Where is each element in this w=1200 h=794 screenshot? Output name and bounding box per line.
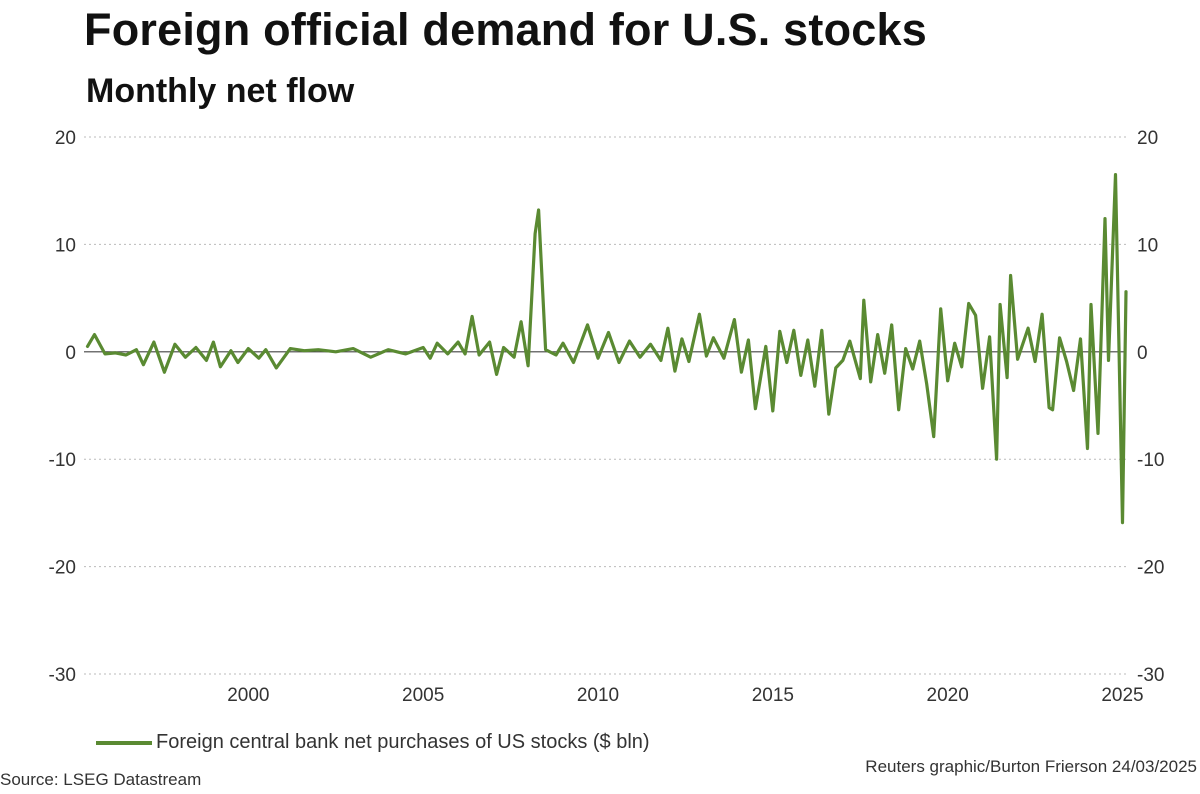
y-tick-label-left: -30: [49, 665, 76, 686]
y-tick-label-left: 10: [55, 235, 76, 256]
chart-title: Foreign official demand for U.S. stocks: [84, 4, 927, 55]
x-axis: 2000 2005 2010 2015 2020 2025: [227, 685, 1143, 706]
y-tick-label-left: -20: [49, 558, 76, 579]
y-tick-label-right: 10: [1137, 235, 1158, 256]
chart-subtitle: Monthly net flow: [86, 72, 355, 110]
source-note: Source: LSEG Datastream: [0, 770, 202, 789]
x-tick-label: 2025: [1101, 685, 1143, 706]
y-axis-right: 20 10 0 -10 -20 -30: [1137, 128, 1164, 686]
legend-swatch: [96, 740, 152, 745]
x-tick-label: 2015: [752, 685, 794, 706]
y-tick-label-left: 0: [65, 343, 76, 364]
x-tick-label: 2020: [927, 685, 969, 706]
legend-label: Foreign central bank net purchases of US…: [156, 731, 650, 753]
x-tick-label: 2005: [402, 685, 444, 706]
series-line: [85, 173, 1128, 525]
graphic-credit: Reuters graphic/Burton Frierson 24/03/20…: [865, 757, 1197, 776]
y-tick-label-right: 0: [1137, 343, 1148, 364]
y-tick-label-left: -10: [49, 450, 76, 471]
legend: Foreign central bank net purchases of US…: [96, 731, 650, 754]
y-tick-label-right: 20: [1137, 128, 1158, 149]
y-tick-label-right: -20: [1137, 558, 1164, 579]
y-axis-left: 20 10 0 -10 -20 -30: [49, 128, 76, 686]
gridlines: [84, 136, 1126, 675]
series-layer: [85, 173, 1128, 525]
x-tick-label: 2010: [577, 685, 619, 706]
y-tick-label-right: -30: [1137, 665, 1164, 686]
y-tick-label-left: 20: [55, 128, 76, 149]
y-tick-label-right: -10: [1137, 450, 1164, 471]
x-tick-label: 2000: [227, 685, 269, 706]
